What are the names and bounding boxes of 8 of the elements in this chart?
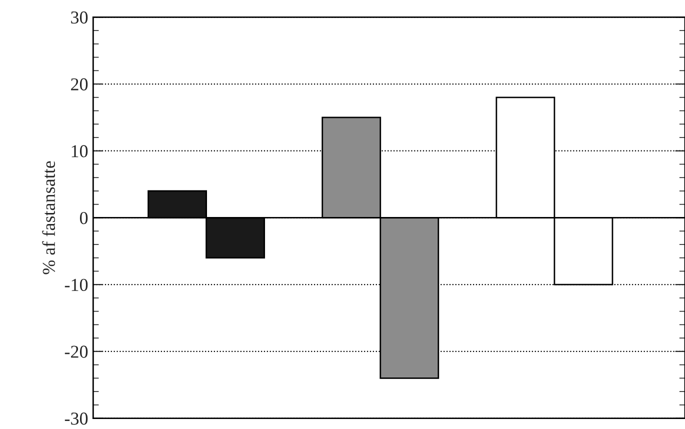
y-tick-label: -20 — [64, 346, 88, 358]
y-tick-label: 10 — [72, 145, 88, 158]
y-tick-label: 30 — [71, 11, 88, 24]
y-tick-label: 0 — [80, 212, 88, 224]
y-tick-label: -30 — [64, 412, 88, 425]
y-tick-label: -10 — [64, 278, 88, 292]
y-tick-label: 20 — [71, 78, 88, 90]
y-axis-title: % af fastansatte — [42, 161, 56, 274]
